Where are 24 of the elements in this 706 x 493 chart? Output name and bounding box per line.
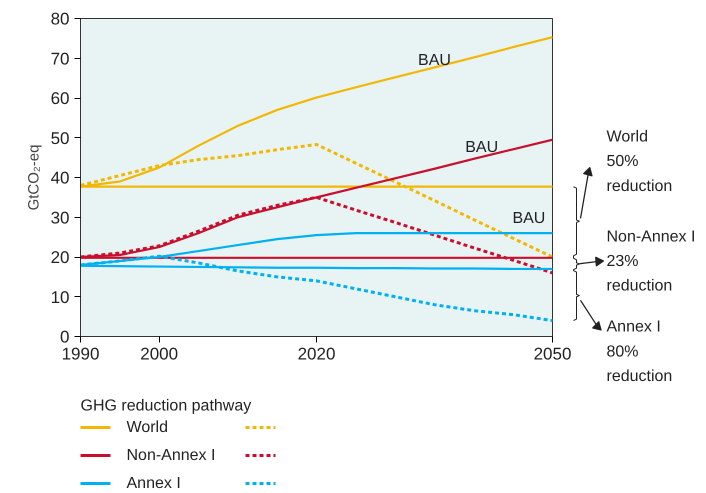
text: World 50% reduction <box>606 128 672 195</box>
x-tick-label: 2000 <box>140 344 178 364</box>
annotation: BAU <box>465 139 498 156</box>
y-tick-label: 80 <box>50 10 70 28</box>
y-tick-label: 60 <box>50 89 70 108</box>
y-axis-title: GtCO₂-eq <box>26 144 43 210</box>
y-tick-label: 40 <box>50 168 70 188</box>
y-tick-label: 50 <box>50 128 70 148</box>
text: Non-Annex I 23% reduction <box>606 228 696 295</box>
legend-label: Non-Annex I <box>126 447 216 464</box>
annotation: BAU <box>512 210 546 227</box>
legend-label: World <box>126 419 168 436</box>
x-tick-label: 1990 <box>62 344 100 364</box>
y-tick-label: 10 <box>50 288 70 307</box>
x-tick-label: 2050 <box>534 344 572 364</box>
text: Annex I 80% reduction <box>606 318 672 385</box>
annotation: BAU <box>418 52 451 70</box>
y-tick-label: 0 <box>60 328 70 346</box>
legend-label: Annex I <box>126 475 181 492</box>
x-tick-label: 2020 <box>298 344 336 364</box>
legend-title: GHG reduction pathway <box>80 398 252 414</box>
y-tick-label: 30 <box>50 208 70 228</box>
y-tick-label: 20 <box>50 248 70 267</box>
y-tick-label: 70 <box>50 49 70 68</box>
